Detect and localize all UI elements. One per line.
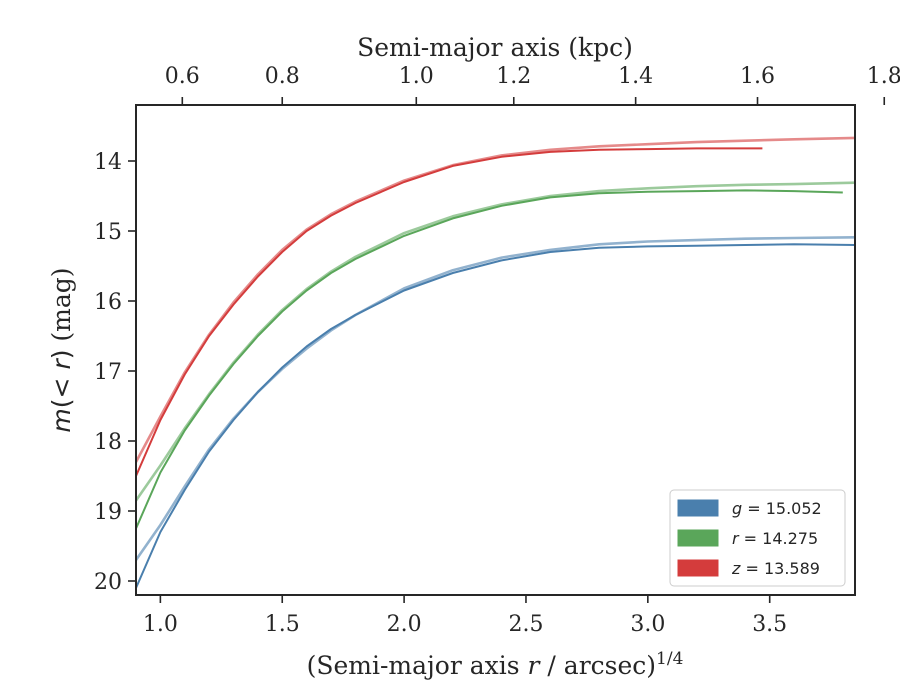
y-axis-title-close: ) xyxy=(47,350,76,360)
x-tick-label: 1.5 xyxy=(265,612,300,637)
plot-frame xyxy=(135,104,856,596)
legend-swatch-r xyxy=(677,529,719,547)
top-x-tick-label: 1.2 xyxy=(496,64,531,89)
y-axis-title-unit: (mag) xyxy=(47,267,76,349)
series-r-model-line xyxy=(136,181,855,502)
y-tick-label: 19 xyxy=(94,500,122,525)
ticks: 1.0 1.5 2.0 2.5 3.0 3.5 14 15 16 17 18 19 20 0.6 0.8 1.… xyxy=(94,64,900,637)
x-axis-title-suffix: / arcsec) xyxy=(539,651,656,680)
x-tick-label: 2.0 xyxy=(387,612,422,637)
x-tick-label: 2.5 xyxy=(508,612,543,637)
y-tick-label: 18 xyxy=(94,430,122,455)
series-z-data-line xyxy=(136,147,763,477)
axes xyxy=(135,104,856,596)
y-tick-label: 14 xyxy=(94,150,122,175)
y-axis-title: m(< r) (mag) xyxy=(47,267,76,432)
legend-band: r xyxy=(732,529,740,548)
legend-value: = 14.275 xyxy=(739,529,819,548)
top-x-tick-label: 1.8 xyxy=(867,64,900,89)
series-z-model-line xyxy=(136,136,855,463)
top-x-tick-label: 1.4 xyxy=(618,64,653,89)
y-axis-title-r: r xyxy=(47,358,76,370)
legend-label-g: g = 15.052 xyxy=(732,499,822,518)
x-tick-label: 3.5 xyxy=(752,612,787,637)
series-g-data-line xyxy=(136,243,855,589)
legend-swatch-g xyxy=(677,499,719,517)
x-tick-label: 3.0 xyxy=(630,612,665,637)
y-axis-title-m: m xyxy=(47,408,76,432)
legend-band: g xyxy=(732,499,742,518)
y-tick-label: 16 xyxy=(94,290,122,315)
x-axis-title-exponent: 1/4 xyxy=(656,649,683,669)
top-x-tick-label: 0.6 xyxy=(165,64,200,89)
legend-swatch-z xyxy=(677,559,719,577)
y-axis-title-open: (< xyxy=(47,370,76,409)
x-axis-title: (Semi-major axis r / arcsec)1/4 xyxy=(307,649,684,680)
legend-label-r: r = 14.275 xyxy=(732,529,818,548)
series-layer xyxy=(136,136,855,589)
legend-band: z xyxy=(731,559,741,578)
y-tick-label: 15 xyxy=(94,220,122,245)
x-axis-title-prefix: (Semi-major axis xyxy=(307,651,528,680)
x-axis-title-var: r xyxy=(528,651,542,680)
legend-value: = 13.589 xyxy=(740,559,820,578)
y-tick-label: 20 xyxy=(94,570,122,595)
series-r-data-line xyxy=(136,189,843,529)
y-tick-label: 17 xyxy=(94,360,122,385)
top-x-axis-title: Semi-major axis (kpc) xyxy=(357,33,633,62)
legend-label-z: z = 13.589 xyxy=(731,559,820,578)
top-x-tick-label: 0.8 xyxy=(265,64,300,89)
x-tick-label: 1.0 xyxy=(143,612,178,637)
top-x-tick-label: 1.6 xyxy=(740,64,775,89)
top-x-tick-label: 1.0 xyxy=(399,64,434,89)
legend-value: = 15.052 xyxy=(742,499,822,518)
